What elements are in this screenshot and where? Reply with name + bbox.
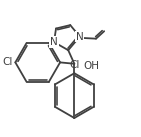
Text: Cl: Cl [3, 57, 13, 67]
Text: Cl: Cl [69, 60, 80, 70]
Text: N: N [50, 37, 58, 47]
Text: OH: OH [83, 61, 99, 71]
Text: N: N [76, 32, 84, 42]
